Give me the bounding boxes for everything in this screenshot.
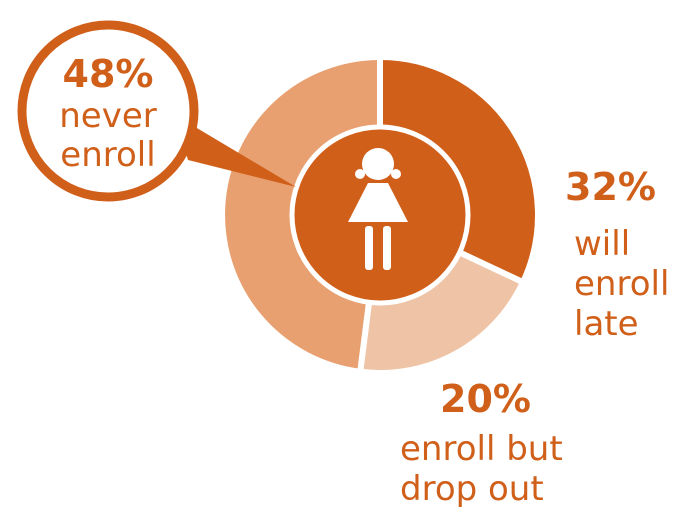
label-will-enroll-late-line-1: will	[574, 224, 630, 264]
callout-pointer	[175, 115, 296, 187]
girl-icon	[348, 148, 408, 270]
value-label-never-enroll: 48%	[63, 52, 154, 96]
label-will-enroll-late-line-2: enroll	[574, 264, 669, 304]
label-never-enroll-line-2: enroll	[60, 135, 155, 175]
label-will-enroll-late-line-3: late	[574, 304, 639, 344]
label-enroll-but-drop-out-line-1: enroll but	[400, 429, 563, 469]
label-enroll-but-drop-out-line-2: drop out	[400, 469, 544, 507]
label-never-enroll-line-1: never	[59, 96, 157, 136]
value-label-enroll-but-drop-out: 20%	[440, 377, 531, 421]
callout-bubble	[17, 20, 199, 202]
value-label-will-enroll-late: 32%	[565, 165, 656, 209]
